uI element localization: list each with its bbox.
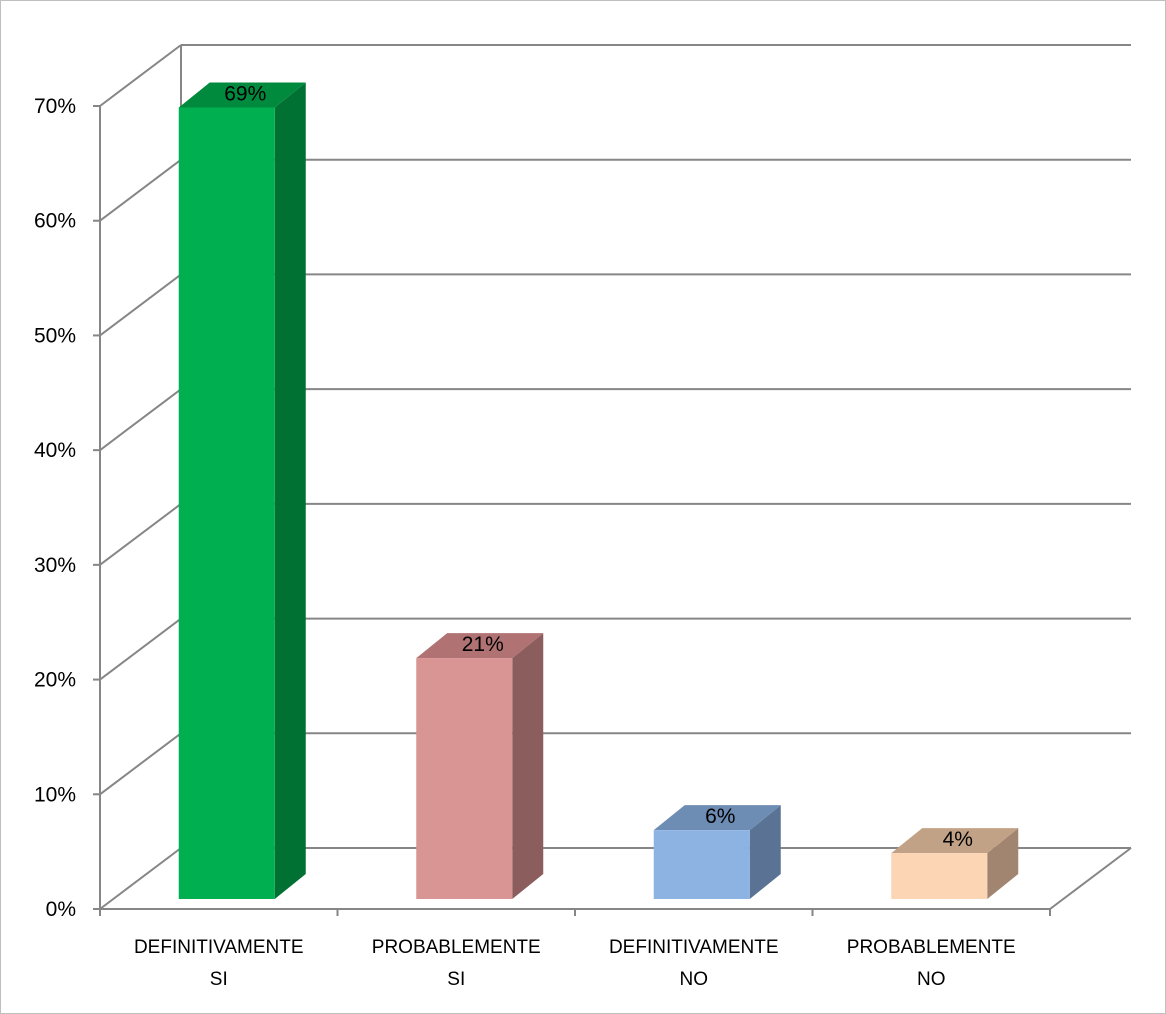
gridline-diagonal bbox=[99, 847, 182, 910]
category-label: DEFINITIVAMENTE bbox=[609, 937, 779, 958]
bar-front-face bbox=[653, 830, 750, 899]
gridline-diagonal bbox=[99, 617, 182, 681]
category-label: NO bbox=[917, 969, 946, 990]
category-label: SI bbox=[447, 969, 465, 990]
bar-top-face bbox=[891, 828, 1019, 854]
labels: 0% 10% 20% 30% 40% 50% 60% 70% 69% DEFINITIVAMENT… bbox=[34, 82, 1016, 990]
bar-front-face bbox=[891, 853, 988, 899]
y-tick-label: 70% bbox=[34, 95, 76, 118]
bar bbox=[416, 633, 544, 899]
category-label: NO bbox=[680, 969, 709, 990]
gridline-diagonal bbox=[99, 158, 182, 222]
data-label: 69% bbox=[224, 82, 266, 105]
gridline-diagonal bbox=[99, 44, 182, 107]
y-tick-label: 50% bbox=[34, 324, 76, 347]
bar-side-face bbox=[749, 805, 781, 899]
gridlines bbox=[99, 44, 1131, 910]
bar-top-face bbox=[416, 633, 544, 659]
bar bbox=[178, 82, 306, 899]
data-label: 6% bbox=[705, 805, 735, 828]
gridline-diagonal bbox=[99, 273, 182, 337]
y-tick-label: 0% bbox=[46, 898, 76, 921]
bar bbox=[891, 828, 1019, 899]
bar-front-face bbox=[178, 107, 275, 899]
bar bbox=[653, 805, 781, 899]
bar-side-face bbox=[274, 82, 306, 899]
data-label: 4% bbox=[943, 828, 973, 851]
y-tick-label: 30% bbox=[34, 554, 76, 577]
y-tick-label: 60% bbox=[34, 210, 76, 233]
gridline-diagonal bbox=[99, 503, 182, 566]
y-tick-label: 20% bbox=[34, 669, 76, 692]
bar-top-face bbox=[653, 805, 781, 831]
bar-side-face bbox=[512, 633, 544, 899]
gridline-diagonal bbox=[99, 732, 182, 796]
category-label: PROBABLEMENTE bbox=[372, 937, 541, 958]
y-tick-label: 40% bbox=[34, 439, 76, 462]
gridline-diagonal bbox=[99, 388, 182, 451]
category-label: SI bbox=[210, 969, 228, 990]
floor-right-edge bbox=[1049, 847, 1132, 910]
y-tick-label: 10% bbox=[34, 783, 76, 806]
bar-front-face bbox=[416, 658, 513, 899]
bar-side-face bbox=[987, 828, 1019, 899]
bar-top-face bbox=[178, 82, 306, 108]
category-label: PROBABLEMENTE bbox=[847, 937, 1016, 958]
category-label: DEFINITIVAMENTE bbox=[134, 937, 304, 958]
data-label: 21% bbox=[462, 633, 504, 656]
bars bbox=[178, 82, 1019, 899]
